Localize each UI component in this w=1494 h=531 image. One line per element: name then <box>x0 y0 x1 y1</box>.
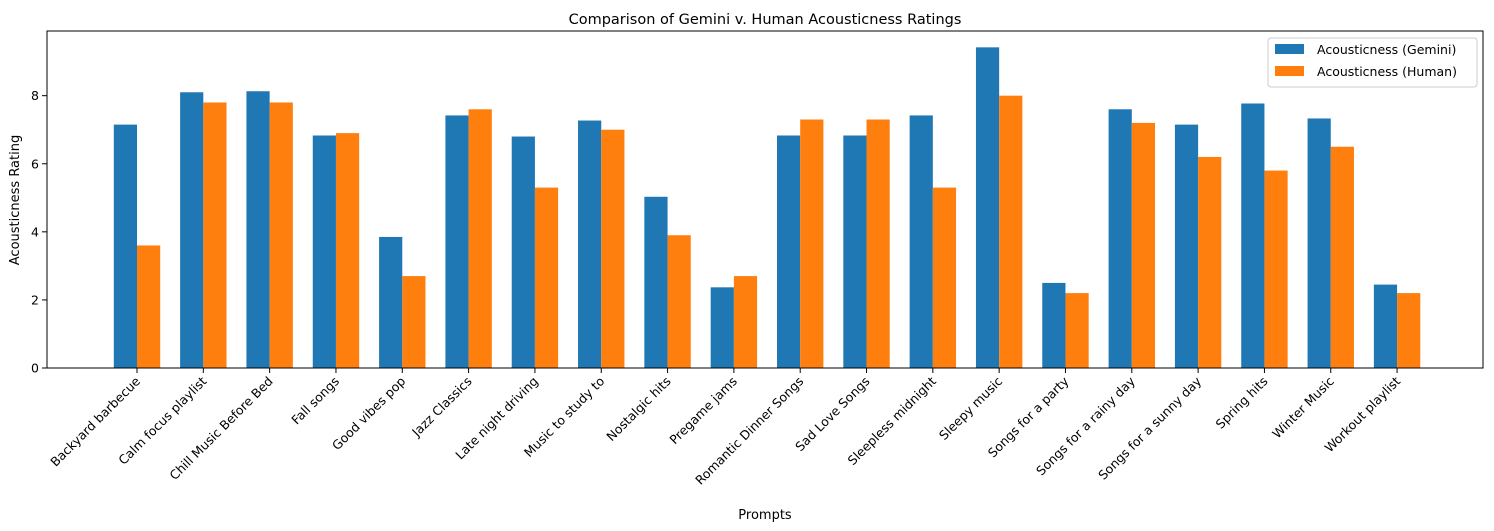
bar-human-music-to-study-to <box>601 129 625 368</box>
bar-gemini-sleepless-midnight <box>909 115 933 368</box>
bar-human-sad-love-songs <box>866 119 890 368</box>
plot-frame <box>46 30 1484 369</box>
bar-human-workout-playlist <box>1397 293 1421 368</box>
x-tick-label-good-vibes-pop: Good vibes pop <box>329 373 409 453</box>
y-tick-label: 0 <box>31 361 39 376</box>
bar-gemini-romantic-dinner-songs <box>777 135 801 368</box>
bar-gemini-songs-for-a-sunny-day <box>1174 124 1199 368</box>
bar-human-sleepless-midnight <box>932 187 957 368</box>
bar-human-pregame-jams <box>733 276 758 368</box>
bar-gemini-spring-hits <box>1241 103 1265 368</box>
bar-gemini-nostalgic-hits <box>644 196 668 368</box>
bar-human-fall-songs <box>335 133 360 368</box>
bar-gemini-chill-music-before-bed <box>246 91 270 368</box>
bar-gemini-songs-for-a-party <box>1042 282 1066 368</box>
bar-human-songs-for-a-sunny-day <box>1198 156 1222 368</box>
bar-human-spring-hits <box>1264 170 1288 368</box>
bar-gemini-backyard-barbecue <box>113 124 137 368</box>
bar-human-good-vibes-pop <box>402 276 426 368</box>
y-tick-label: 2 <box>31 292 39 307</box>
bar-gemini-songs-for-a-rainy-day <box>1108 109 1132 368</box>
bar-gemini-music-to-study-to <box>578 120 602 368</box>
bar-gemini-good-vibes-pop <box>379 236 403 368</box>
y-tick-label: 6 <box>31 156 39 171</box>
legend-swatch-gemini <box>1275 44 1304 54</box>
bar-gemini-workout-playlist <box>1373 284 1398 368</box>
bar-gemini-pregame-jams <box>710 287 734 368</box>
y-tick-label: 8 <box>31 88 39 103</box>
x-tick-label-spring-hits: Spring hits <box>1212 374 1270 432</box>
bar-gemini-jazz-classics <box>445 115 469 368</box>
x-tick-label-romantic-dinner-songs: Romantic Dinner Songs <box>692 374 806 488</box>
bar-human-late-night-driving <box>534 187 559 368</box>
chart-title: Comparison of Gemini v. Human Acousticne… <box>569 12 962 28</box>
bar-human-nostalgic-hits <box>667 235 691 368</box>
bar-human-backyard-barbecue <box>137 245 161 368</box>
x-tick-label-winter-music: Winter Music <box>1269 373 1337 441</box>
bar-human-romantic-dinner-songs <box>800 119 824 368</box>
bar-human-sleepy-music <box>999 95 1023 369</box>
y-axis-label: Acousticness Rating <box>8 135 23 265</box>
bar-gemini-calm-focus-playlist <box>180 92 204 369</box>
bar-gemini-fall-songs <box>312 135 336 368</box>
bar-gemini-late-night-driving <box>511 136 535 368</box>
bar-human-jazz-classics <box>468 109 492 368</box>
bar-human-songs-for-a-party <box>1065 293 1089 368</box>
legend: Acousticness (Gemini) Acousticness (Huma… <box>1267 37 1478 88</box>
x-tick-label-sleepy-music: Sleepy music <box>936 373 1005 442</box>
x-tick-label-jazz-classics: Jazz Classics <box>408 374 475 441</box>
bar-gemini-sleepy-music <box>975 47 1000 369</box>
legend-frame <box>1267 37 1478 88</box>
bar-human-chill-music-before-bed <box>269 102 293 368</box>
legend-swatch-human <box>1275 66 1304 76</box>
x-tick-label-fall-songs: Fall songs <box>288 374 342 428</box>
x-axis-label: Prompts <box>738 508 792 523</box>
x-tick-label-nostalgic-hits: Nostalgic hits <box>603 374 673 444</box>
y-tick-label: 4 <box>31 224 39 239</box>
bar-human-calm-focus-playlist <box>203 102 227 368</box>
bar-human-songs-for-a-rainy-day <box>1131 122 1155 368</box>
bar-gemini-winter-music <box>1307 118 1331 368</box>
x-tick-label-pregame-jams: Pregame jams <box>666 374 740 448</box>
bar-human-winter-music <box>1330 146 1354 368</box>
legend-label-human: Acousticness (Human) <box>1317 64 1457 79</box>
legend-label-gemini: Acousticness (Gemini) <box>1317 42 1456 57</box>
bar-gemini-sad-love-songs <box>843 135 867 368</box>
